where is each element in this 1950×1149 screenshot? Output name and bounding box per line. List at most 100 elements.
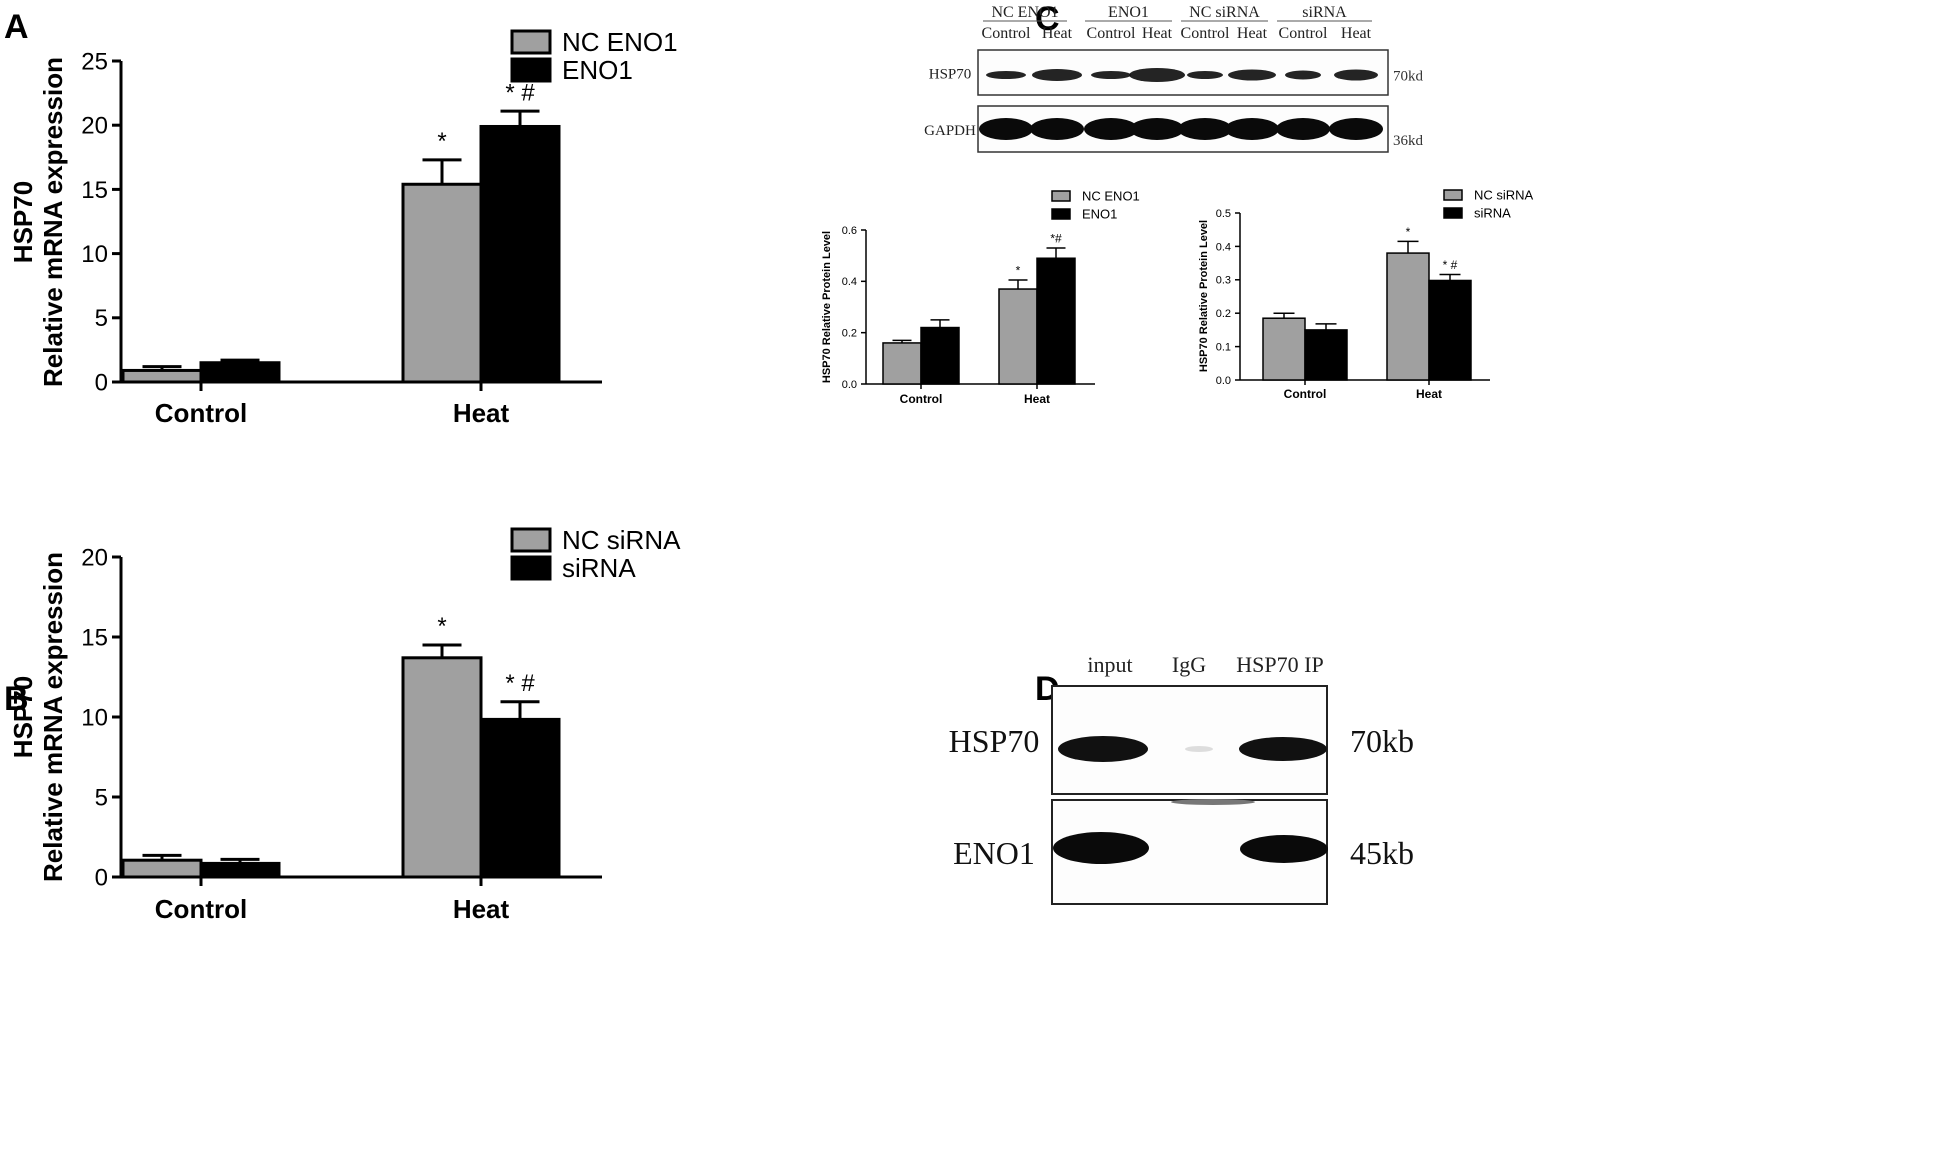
y-tick-label: 5 xyxy=(95,784,108,811)
y-tick-label: 5 xyxy=(95,305,108,332)
blot-band xyxy=(1178,118,1232,140)
bar xyxy=(479,124,561,384)
y-axis-label: Relative mRNA expression xyxy=(38,552,68,882)
y-tick-label: 0.4 xyxy=(1216,241,1231,253)
y-tick-label: 0.2 xyxy=(1216,308,1231,320)
bar xyxy=(998,288,1038,385)
blot-group-label: NC siRNA xyxy=(1189,4,1260,21)
blot-size-label: 45kb xyxy=(1350,835,1414,871)
blot-band xyxy=(1285,70,1321,80)
blot-band xyxy=(1130,118,1184,140)
blot-size-label: 70kb xyxy=(1350,723,1414,759)
y-tick-label: 0.5 xyxy=(1216,208,1231,220)
panel-label-b: B xyxy=(4,680,29,718)
chart-c-left: 0.0 0.2 0.4 0.6 Control Heat * NC ENO1 *# ENO1 HSP… xyxy=(821,189,1140,406)
legend-label: ENO1 xyxy=(562,55,633,85)
x-tick-label: Heat xyxy=(453,894,510,924)
blot-row-label: HSP70 xyxy=(949,723,1040,759)
y-tick-label: 15 xyxy=(81,177,108,204)
x-tick-label: Heat xyxy=(1416,387,1442,401)
bar xyxy=(1428,279,1472,381)
western-blot-c: NC ENO1 ENO1 NC siRNA siRNA Control Heat Contr… xyxy=(924,4,1424,153)
panel-label-a: A xyxy=(4,8,29,46)
significance-annotation: * # xyxy=(1443,258,1458,272)
blot-band xyxy=(1239,737,1327,761)
y-tick-label: 0.0 xyxy=(842,379,857,391)
bar xyxy=(401,182,483,384)
blot-lane-label: Control xyxy=(1181,25,1230,42)
bar xyxy=(1036,257,1076,385)
blot-band xyxy=(1225,118,1279,140)
blot-lane-label: HSP70 IP xyxy=(1236,652,1323,677)
y-tick-label: 0.6 xyxy=(842,225,857,237)
x-tick-label: Control xyxy=(900,392,943,406)
legend-swatch xyxy=(1443,207,1463,219)
y-tick-label: 0.1 xyxy=(1216,341,1231,353)
legend-swatch xyxy=(1051,208,1071,220)
bar xyxy=(401,656,483,879)
blot-lane-label: Heat xyxy=(1237,25,1268,42)
y-tick-label: 0 xyxy=(95,369,108,396)
blot-group-label: ENO1 xyxy=(1108,4,1149,21)
legend-swatch xyxy=(510,57,552,83)
bar xyxy=(1262,317,1306,381)
blot-band xyxy=(1058,736,1148,762)
blot-band xyxy=(1171,799,1255,805)
bar xyxy=(121,858,203,879)
blot-band xyxy=(1053,832,1149,864)
x-tick-label: Control xyxy=(155,894,247,924)
blot-row-label: HSP70 xyxy=(929,67,972,83)
y-tick-label: 20 xyxy=(81,113,108,140)
chart-a: 0 5 10 15 20 25 Control Heat * NC ENO1 * # ENO1 HSP7… xyxy=(8,27,678,428)
blot-lane-label: IgG xyxy=(1172,652,1206,677)
bar xyxy=(199,861,281,879)
y-tick-label: 0.4 xyxy=(842,276,857,288)
bar xyxy=(121,368,203,384)
blot-band xyxy=(1030,118,1084,140)
significance-annotation: * xyxy=(1016,264,1021,278)
blot-band xyxy=(1240,835,1328,863)
legend-swatch xyxy=(510,527,552,553)
blot-group-label: NC ENO1 xyxy=(991,4,1058,21)
blot-size-label: 36kd xyxy=(1393,133,1424,149)
y-tick-label: 0.2 xyxy=(842,328,857,340)
legend-label: NC ENO1 xyxy=(562,27,678,57)
significance-annotation: *# xyxy=(1050,232,1062,246)
blot-group-label: siRNA xyxy=(1302,4,1347,21)
bar xyxy=(1304,329,1348,381)
x-tick-label: Heat xyxy=(1024,392,1050,406)
significance-annotation: * # xyxy=(505,670,535,697)
x-tick-label: Heat xyxy=(453,398,510,428)
legend-label: NC siRNA xyxy=(562,525,681,555)
blot-band xyxy=(1032,69,1082,81)
blot-band xyxy=(1091,71,1131,79)
significance-annotation: * xyxy=(1406,225,1411,239)
chart-c-right: 0.0 0.1 0.2 0.3 0.4 0.5 Control Heat * NC siRNA * … xyxy=(1198,188,1534,401)
significance-annotation: * xyxy=(437,613,446,640)
bar xyxy=(199,361,281,384)
y-tick-label: 25 xyxy=(81,48,108,75)
y-tick-label: 20 xyxy=(81,544,108,571)
y-tick-label: 0.0 xyxy=(1216,375,1231,387)
legend-label: NC siRNA xyxy=(1474,188,1534,203)
y-tick-label: 15 xyxy=(81,624,108,651)
blot-lane-label: Heat xyxy=(1142,25,1173,42)
y-tick-label: 0 xyxy=(95,864,108,891)
legend-label: ENO1 xyxy=(1082,207,1117,222)
bar xyxy=(1386,252,1430,381)
blot-band xyxy=(1129,68,1185,82)
blot-lane-label: Control xyxy=(1279,25,1328,42)
blot-band xyxy=(1329,118,1383,140)
y-tick-label: 0.3 xyxy=(1216,275,1231,287)
legend-label: siRNA xyxy=(562,553,636,583)
significance-annotation: * xyxy=(437,128,446,155)
bar xyxy=(920,326,960,385)
blot-row-label: GAPDH xyxy=(924,123,976,139)
bar xyxy=(479,717,561,879)
blot-lane-label: Heat xyxy=(1341,25,1372,42)
legend-swatch xyxy=(1051,190,1071,202)
legend-swatch xyxy=(510,555,552,581)
x-tick-label: Control xyxy=(1284,387,1327,401)
blot-band xyxy=(986,71,1026,79)
